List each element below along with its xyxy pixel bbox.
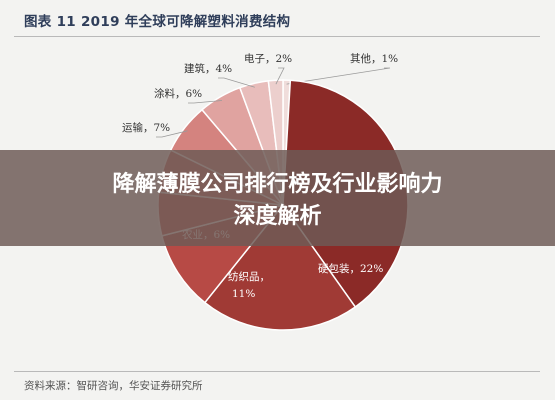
leader-line-7 [188,100,223,104]
banner-line-1: 降解薄膜公司排行榜及行业影响力 [112,172,443,197]
source-note: 资料来源：智研咨询，华安证券研究所 [24,380,203,392]
slice-label-3: 纺织品， 11% [228,270,270,300]
leader-line-8 [218,77,255,88]
bottom-rule [14,371,540,372]
slice-label-7: 涂料，6% [154,87,202,100]
figure-title: 图表 11 2019 年全球可降解塑料消费结构 [24,14,291,30]
slice-label-0: 其他，1% [350,52,398,65]
leader-line-6 [156,130,188,138]
banner-line-2: 深度解析 [233,204,322,229]
pie-slice-2 [203,203,357,331]
slice-label-9: 电子，2% [244,52,292,65]
banner-headline: 降解薄膜公司排行榜及行业影响力 深度解析 [0,169,555,233]
top-rule [14,36,540,37]
title-banner: 降解薄膜公司排行榜及行业影响力 深度解析 [0,150,555,246]
slice-label-8: 建筑，4% [184,62,232,75]
slice-label-6: 运输，7% [122,121,170,134]
slice-label-2: 硬包装，22% [318,262,383,275]
leader-line-9 [275,67,285,85]
leader-line-0 [286,67,391,85]
